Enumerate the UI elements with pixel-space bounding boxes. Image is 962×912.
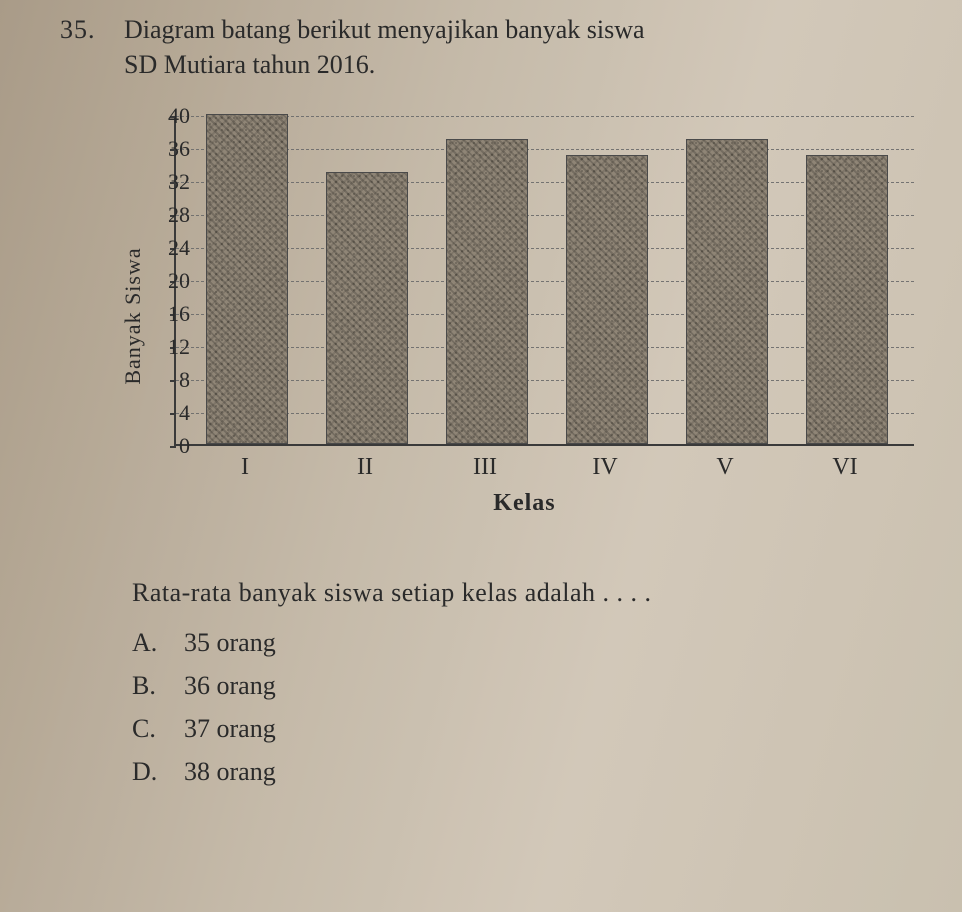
question-line-2: SD Mutiara tahun 2016.	[124, 50, 375, 79]
y-tick-label: 40	[160, 103, 190, 129]
option-text: 36 orang	[184, 665, 276, 708]
question-text: Diagram batang berikut menyajikan banyak…	[124, 12, 922, 82]
y-tick-label: 36	[160, 136, 190, 162]
option-letter: B.	[132, 665, 162, 708]
bar	[686, 139, 768, 444]
x-tick-label: I	[241, 454, 249, 481]
y-axis-label: Banyak Siswa	[120, 248, 146, 385]
x-tick-label: IV	[592, 454, 617, 481]
question-block: 35. Diagram batang berikut menyajikan ba…	[0, 0, 962, 814]
plot-area	[174, 116, 914, 446]
answer-prompt: Rata-rata banyak siswa setiap kelas adal…	[132, 578, 922, 608]
x-tick-label: II	[357, 454, 373, 481]
option-letter: A.	[132, 622, 162, 665]
x-tick-label: III	[473, 454, 497, 481]
y-tick-label: 24	[160, 235, 190, 261]
x-tick-label: VI	[832, 454, 857, 481]
option-c: C. 37 orang	[132, 708, 922, 751]
y-tick-label: 20	[160, 268, 190, 294]
y-tick-label: 28	[160, 202, 190, 228]
option-letter: C.	[132, 708, 162, 751]
y-tick-label: 32	[160, 169, 190, 195]
bar	[446, 139, 528, 444]
question-header: 35. Diagram batang berikut menyajikan ba…	[60, 12, 922, 82]
y-tick-label: 12	[160, 334, 190, 360]
option-a: A. 35 orang	[132, 622, 922, 665]
bar	[806, 155, 888, 444]
bars-container	[176, 116, 914, 444]
answer-options: A. 35 orang B. 36 orang C. 37 orang D. 3…	[132, 622, 922, 794]
bar	[206, 114, 288, 444]
x-axis-label: Kelas	[493, 490, 555, 517]
option-text: 38 orang	[184, 751, 276, 794]
y-tick-label: 16	[160, 301, 190, 327]
option-letter: D.	[132, 751, 162, 794]
question-line-1: Diagram batang berikut menyajikan banyak…	[124, 15, 645, 44]
x-tick-label: V	[716, 454, 733, 481]
y-tick-label: 8	[160, 367, 190, 393]
bar-chart: Banyak Siswa 0481216202428323640 IIIIIII…	[82, 106, 942, 526]
bar	[326, 172, 408, 444]
option-text: 37 orang	[184, 708, 276, 751]
option-d: D. 38 orang	[132, 751, 922, 794]
option-b: B. 36 orang	[132, 665, 922, 708]
question-number: 35.	[60, 12, 106, 82]
option-text: 35 orang	[184, 622, 276, 665]
y-tick-label: 0	[160, 433, 190, 459]
bar	[566, 155, 648, 444]
y-tick-label: 4	[160, 400, 190, 426]
